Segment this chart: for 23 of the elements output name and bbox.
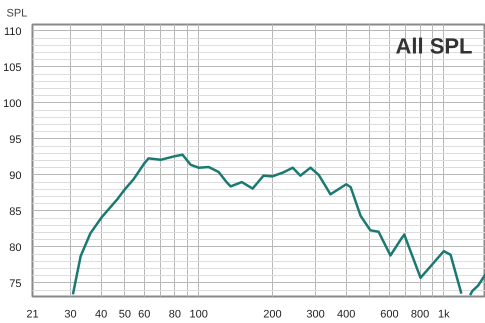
x-tick-label: 30 xyxy=(64,308,77,320)
x-tick-label: 400 xyxy=(337,308,356,320)
y-tick-label: 85 xyxy=(9,206,22,218)
x-tick-label: 100 xyxy=(189,308,208,320)
x-tick-label: 60 xyxy=(138,308,150,320)
y-axis-title: SPL xyxy=(6,8,28,20)
x-tick-label: 300 xyxy=(306,308,325,320)
y-tick-label: 105 xyxy=(3,62,22,74)
x-tick-label: 80 xyxy=(168,308,182,320)
y-tick-label: 110 xyxy=(4,26,22,38)
x-tick-label: 600 xyxy=(380,308,399,320)
x-tick-label: 200 xyxy=(263,308,282,320)
x-tick-label: 800 xyxy=(410,308,430,320)
y-tick-label: 75 xyxy=(9,278,22,290)
x-tick-label: 21 xyxy=(26,308,39,320)
y-tick-label: 90 xyxy=(9,170,22,182)
y-tick-label: 80 xyxy=(9,242,22,254)
y-tick-label: 95 xyxy=(9,134,22,146)
x-tick-label: 50 xyxy=(118,308,131,320)
chart-title: All SPL xyxy=(395,34,473,58)
x-tick-label: 40 xyxy=(94,308,108,320)
y-tick-label: 100 xyxy=(3,98,22,110)
x-tick-label: 1k xyxy=(438,308,450,320)
